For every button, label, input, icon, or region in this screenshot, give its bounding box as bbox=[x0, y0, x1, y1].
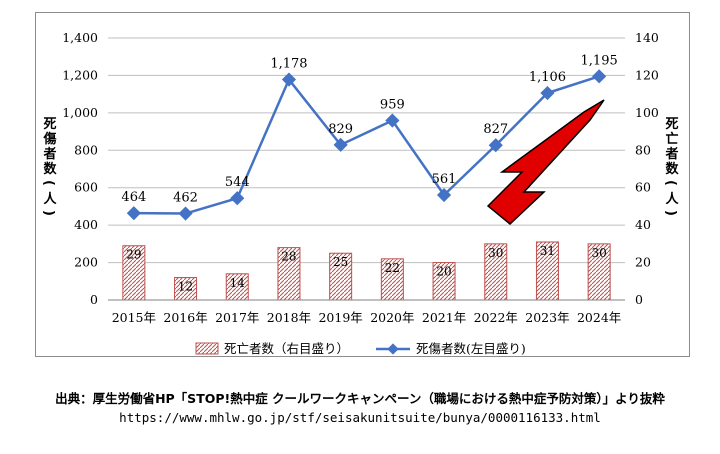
line-value-label: 1,106 bbox=[529, 70, 566, 85]
line-point bbox=[592, 69, 607, 84]
line-point bbox=[178, 206, 193, 221]
left-tick-label: 600 bbox=[74, 180, 98, 195]
right-axis-title: 数 bbox=[665, 161, 679, 177]
line-value-label: 1,178 bbox=[270, 57, 307, 72]
right-axis-title: ( bbox=[663, 180, 678, 186]
bar-value-label: 14 bbox=[230, 276, 246, 290]
bar-value-label: 12 bbox=[178, 280, 193, 294]
right-tick-label: 80 bbox=[635, 142, 651, 157]
legend-label-deaths: 死亡者数（右目盛り） bbox=[224, 341, 349, 356]
bar-value-label: 25 bbox=[333, 255, 348, 269]
left-tick-label: 1,400 bbox=[62, 30, 98, 45]
line-value-label: 464 bbox=[121, 190, 146, 205]
left-tick-label: 200 bbox=[74, 255, 98, 270]
right-tick-label: 120 bbox=[635, 67, 659, 82]
chart-frame bbox=[35, 12, 690, 357]
right-tick-label: 20 bbox=[635, 255, 651, 270]
x-tick-label: 2024年 bbox=[577, 310, 621, 325]
x-tick-label: 2018年 bbox=[267, 310, 311, 325]
left-axis-title: 数 bbox=[43, 161, 57, 177]
line-value-label: 1,195 bbox=[581, 53, 618, 68]
x-tick-label: 2023年 bbox=[525, 310, 569, 325]
line-point bbox=[488, 138, 503, 153]
line-point bbox=[281, 72, 297, 87]
right-axis-title: 者 bbox=[664, 146, 678, 162]
bar-value-label: 28 bbox=[281, 250, 296, 264]
left-tick-label: 800 bbox=[74, 142, 98, 157]
x-tick-label: 2019年 bbox=[318, 310, 362, 325]
x-tick-label: 2022年 bbox=[474, 310, 518, 325]
x-tick-label: 2016年 bbox=[163, 310, 207, 325]
line-point bbox=[540, 85, 555, 101]
right-tick-label: 0 bbox=[635, 292, 643, 307]
x-tick-label: 2020年 bbox=[370, 310, 414, 325]
left-tick-label: 400 bbox=[74, 217, 98, 232]
line-point bbox=[436, 187, 452, 203]
right-tick-label: 40 bbox=[635, 217, 651, 232]
line-value-label: 462 bbox=[173, 191, 198, 206]
line-casualties bbox=[133, 75, 600, 215]
line-value-label: 959 bbox=[380, 98, 405, 113]
left-tick-label: 1,200 bbox=[62, 67, 98, 82]
left-axis-title: ( bbox=[41, 180, 56, 186]
left-axis-title: 死 bbox=[43, 117, 56, 132]
legend-label-casualties: 死傷者数(左目盛り) bbox=[416, 341, 526, 356]
right-axis-title: 人 bbox=[665, 191, 679, 207]
source-citation: 出典：厚生労働省HP「STOP!熱中症 クールワークキャンペーン（職場における熱… bbox=[55, 391, 665, 406]
x-tick-label: 2017年 bbox=[215, 310, 259, 325]
right-tick-label: 60 bbox=[635, 180, 651, 195]
line-value-label: 827 bbox=[483, 122, 508, 137]
line-value-label: 544 bbox=[225, 175, 250, 190]
bar-value-label: 30 bbox=[488, 246, 503, 260]
left-axis-title: 人 bbox=[43, 191, 57, 207]
line-point bbox=[126, 206, 141, 221]
combo-chart: 0 0 200 20 400 40 600 60 800 80 1,000 100 1,200 120 1,… bbox=[41, 30, 679, 356]
bar-value-label: 29 bbox=[126, 248, 141, 262]
x-tick-label: 2015年 bbox=[112, 310, 156, 325]
bar-value-label: 31 bbox=[540, 244, 555, 258]
legend-swatch-bar bbox=[195, 342, 219, 355]
bar-value-label: 30 bbox=[592, 246, 607, 260]
right-axis-title: 亡 bbox=[665, 131, 678, 147]
right-tick-label: 140 bbox=[635, 30, 659, 45]
left-axis-title: 傷 bbox=[42, 131, 56, 147]
line-value-label: 561 bbox=[432, 172, 457, 187]
right-tick-label: 100 bbox=[635, 105, 659, 120]
source-url: https://www.mhlw.go.jp/stf/seisakunitsui… bbox=[119, 410, 601, 425]
right-axis-title: ) bbox=[663, 210, 678, 216]
left-axis-title: ) bbox=[41, 210, 56, 216]
left-axis-title: 者 bbox=[42, 146, 56, 162]
red-arrow-annotation bbox=[486, 99, 605, 225]
bar-value-label: 22 bbox=[385, 261, 400, 275]
line-value-label: 829 bbox=[328, 122, 353, 137]
bar-value-label: 20 bbox=[436, 265, 451, 279]
left-tick-label: 0 bbox=[90, 292, 98, 307]
line-point bbox=[230, 191, 245, 206]
line-point bbox=[385, 113, 400, 128]
right-axis-title: 死 bbox=[665, 117, 678, 132]
legend-swatch-marker bbox=[387, 343, 399, 355]
left-tick-label: 1,000 bbox=[62, 105, 98, 120]
x-tick-label: 2021年 bbox=[422, 310, 466, 325]
line-point bbox=[333, 137, 348, 152]
